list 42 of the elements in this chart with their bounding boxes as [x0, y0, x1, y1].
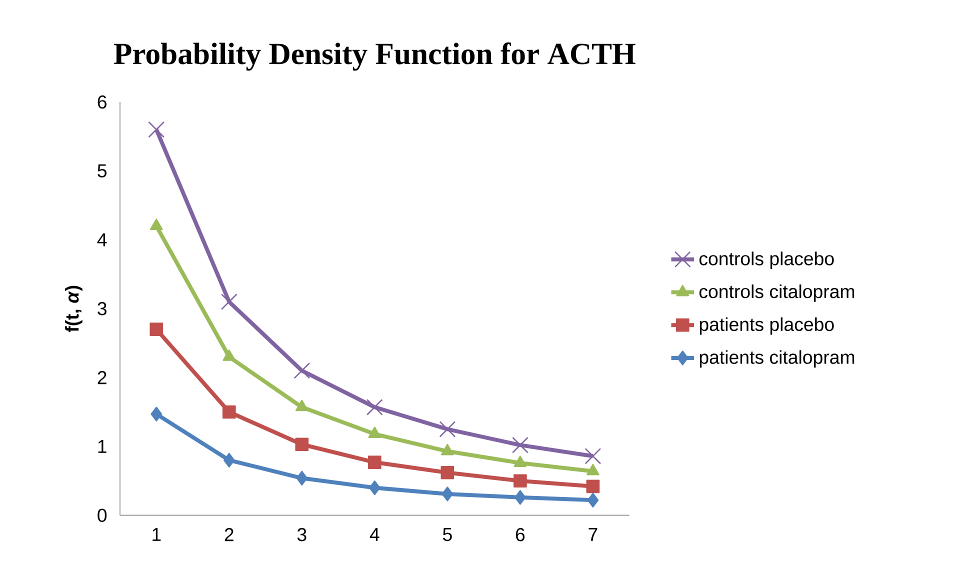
y-tick-label: 5 — [98, 164, 107, 178]
legend-label: controls placebo — [699, 252, 834, 270]
point — [150, 406, 162, 422]
point — [514, 490, 526, 505]
point — [514, 474, 527, 488]
point — [440, 466, 454, 480]
x-tick-label: 7 — [588, 528, 598, 541]
chart-title: Probability Density Function for ACTH — [114, 42, 636, 71]
point — [223, 452, 235, 468]
point — [512, 436, 528, 454]
point — [150, 322, 164, 336]
y-tick-label: 2 — [98, 371, 106, 384]
point — [368, 456, 382, 469]
point — [222, 405, 236, 419]
point — [295, 438, 309, 452]
x-tick-label: 5 — [442, 528, 452, 542]
x-tick-label: 4 — [370, 528, 380, 541]
point — [368, 480, 380, 496]
y-axis-title: f(t, α) — [65, 286, 82, 332]
legend-label: patients placebo — [700, 317, 834, 335]
legend-label: controls citalopram — [699, 284, 854, 302]
y-tick-label: 1 — [98, 440, 106, 453]
point — [368, 426, 382, 438]
y-tick-label: 6 — [98, 95, 106, 109]
point — [439, 421, 456, 438]
y-tick-label: 3 — [98, 302, 106, 316]
point — [294, 362, 310, 379]
x-tick-label: 6 — [516, 528, 525, 542]
point — [586, 480, 600, 494]
point — [148, 121, 165, 138]
point — [220, 294, 238, 310]
x-tick-label: 3 — [297, 528, 306, 542]
point — [442, 486, 454, 502]
x-tick-label: 1 — [152, 528, 161, 541]
point — [296, 470, 308, 486]
point — [584, 448, 602, 464]
y-tick-label: 4 — [97, 233, 107, 246]
point — [366, 398, 383, 416]
x-tick-label: 2 — [224, 528, 234, 542]
legend-label: patients citalopram — [700, 350, 854, 368]
y-tick-label: 0 — [98, 508, 107, 522]
point — [587, 492, 599, 508]
